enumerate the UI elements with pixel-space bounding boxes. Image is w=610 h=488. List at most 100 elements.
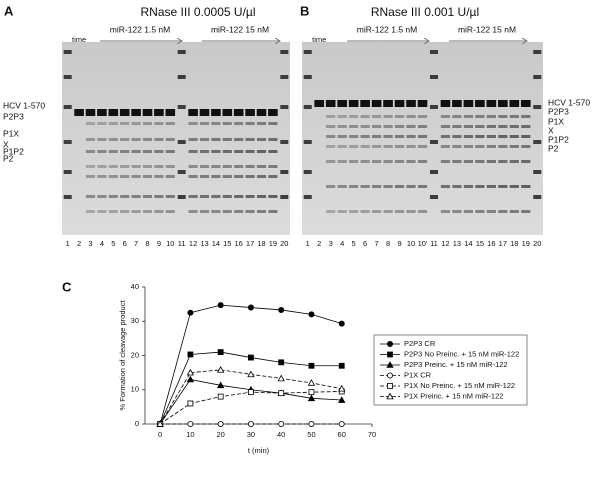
gel-band bbox=[486, 135, 496, 138]
gel-band bbox=[452, 135, 462, 138]
gel-band bbox=[234, 150, 244, 153]
marker bbox=[247, 304, 254, 311]
gel-band bbox=[199, 150, 210, 153]
gel-band bbox=[188, 175, 198, 178]
gel-band bbox=[165, 138, 175, 141]
gel-band bbox=[142, 195, 153, 198]
gel-band bbox=[417, 145, 428, 148]
gel-band bbox=[440, 135, 451, 138]
gel-band bbox=[131, 150, 141, 153]
gel-band bbox=[348, 100, 359, 107]
gel-band bbox=[268, 150, 278, 153]
gel-band bbox=[360, 115, 370, 118]
time-label: time bbox=[72, 35, 86, 44]
marker bbox=[247, 370, 255, 378]
y-tick-label: 0 bbox=[135, 419, 139, 428]
gel-band bbox=[142, 210, 153, 213]
marker bbox=[308, 420, 315, 427]
gel-band bbox=[429, 50, 438, 54]
marker bbox=[307, 394, 316, 402]
time-label: time bbox=[312, 35, 326, 44]
lane-number: 5 bbox=[111, 239, 115, 248]
gel-band bbox=[475, 145, 485, 148]
gel-band bbox=[475, 125, 485, 128]
marker bbox=[307, 379, 316, 386]
gel-band bbox=[268, 175, 278, 178]
gel-band bbox=[486, 125, 496, 128]
gel-band bbox=[280, 50, 289, 54]
gel-band bbox=[120, 138, 130, 141]
gel-band bbox=[268, 109, 278, 116]
gel-band bbox=[142, 175, 153, 178]
gel-band bbox=[406, 115, 416, 118]
lane-number: 8 bbox=[386, 239, 390, 248]
lane-number: 15 bbox=[476, 239, 484, 248]
gel-band bbox=[394, 210, 405, 213]
legend-label: P1X Preinc. + 15 nM miR-122 bbox=[404, 391, 503, 400]
lane-number: 3 bbox=[88, 239, 92, 248]
marker bbox=[187, 351, 194, 358]
lane-number: 18 bbox=[257, 239, 265, 248]
gel-band bbox=[394, 135, 405, 138]
group-label: miR-122 15 nM bbox=[458, 24, 516, 34]
gel-band bbox=[222, 138, 232, 141]
gel-band bbox=[154, 122, 164, 125]
gel-band bbox=[372, 125, 382, 128]
marker bbox=[277, 374, 285, 382]
gel-band bbox=[463, 135, 473, 138]
gel-band bbox=[463, 210, 473, 213]
gel-band bbox=[177, 195, 186, 199]
lane-number: 13 bbox=[453, 239, 461, 248]
gel-band bbox=[440, 100, 451, 107]
gel-band bbox=[521, 160, 531, 163]
lane-number: 10' bbox=[418, 239, 428, 248]
gel-band bbox=[199, 122, 210, 125]
gel-band bbox=[177, 140, 186, 144]
gel-band bbox=[268, 138, 278, 141]
gel-band bbox=[417, 115, 428, 118]
lane-number: 12 bbox=[189, 239, 197, 248]
band-label: P1X bbox=[548, 116, 564, 126]
gel-band bbox=[326, 210, 336, 213]
gel-band bbox=[394, 185, 405, 188]
marker bbox=[386, 340, 393, 347]
legend-label: P2P3 CR bbox=[404, 339, 436, 348]
gel-band bbox=[268, 195, 278, 198]
gel-band bbox=[154, 210, 164, 213]
gel-band bbox=[349, 185, 359, 188]
gel-band bbox=[188, 138, 198, 141]
gel-band bbox=[154, 195, 164, 198]
lane-number: 2 bbox=[317, 239, 321, 248]
gel-band bbox=[383, 160, 393, 163]
gel bbox=[62, 42, 290, 235]
lane-number: 13 bbox=[200, 239, 208, 248]
lane-number: 7 bbox=[375, 239, 379, 248]
gel-band bbox=[509, 125, 519, 128]
marker bbox=[217, 420, 224, 427]
lane-number: 16 bbox=[487, 239, 495, 248]
lane-number: 6 bbox=[363, 239, 367, 248]
lane-number: 14 bbox=[212, 239, 220, 248]
group-label: miR-122 1.5 nM bbox=[357, 24, 417, 34]
gel-band bbox=[120, 195, 130, 198]
gel-band bbox=[63, 75, 72, 79]
gel-band bbox=[509, 185, 519, 188]
gel-band bbox=[303, 50, 312, 54]
gel-band bbox=[463, 160, 473, 163]
gel-band bbox=[360, 210, 370, 213]
gel-band bbox=[440, 185, 451, 188]
gel-band bbox=[440, 115, 451, 118]
gel-band bbox=[165, 165, 175, 168]
marker bbox=[187, 400, 194, 407]
gel-band bbox=[498, 145, 508, 148]
gel-band bbox=[360, 185, 370, 188]
gel-band bbox=[337, 210, 347, 213]
gel-band bbox=[245, 195, 255, 198]
gel-band bbox=[486, 185, 496, 188]
lane-number: 9 bbox=[157, 239, 161, 248]
gel-band bbox=[452, 100, 462, 107]
panel-title: RNase III 0.0005 U/µl bbox=[141, 5, 256, 19]
gel-band bbox=[533, 50, 542, 54]
gel-band bbox=[142, 138, 153, 141]
group-label: miR-122 15 nM bbox=[211, 24, 269, 34]
